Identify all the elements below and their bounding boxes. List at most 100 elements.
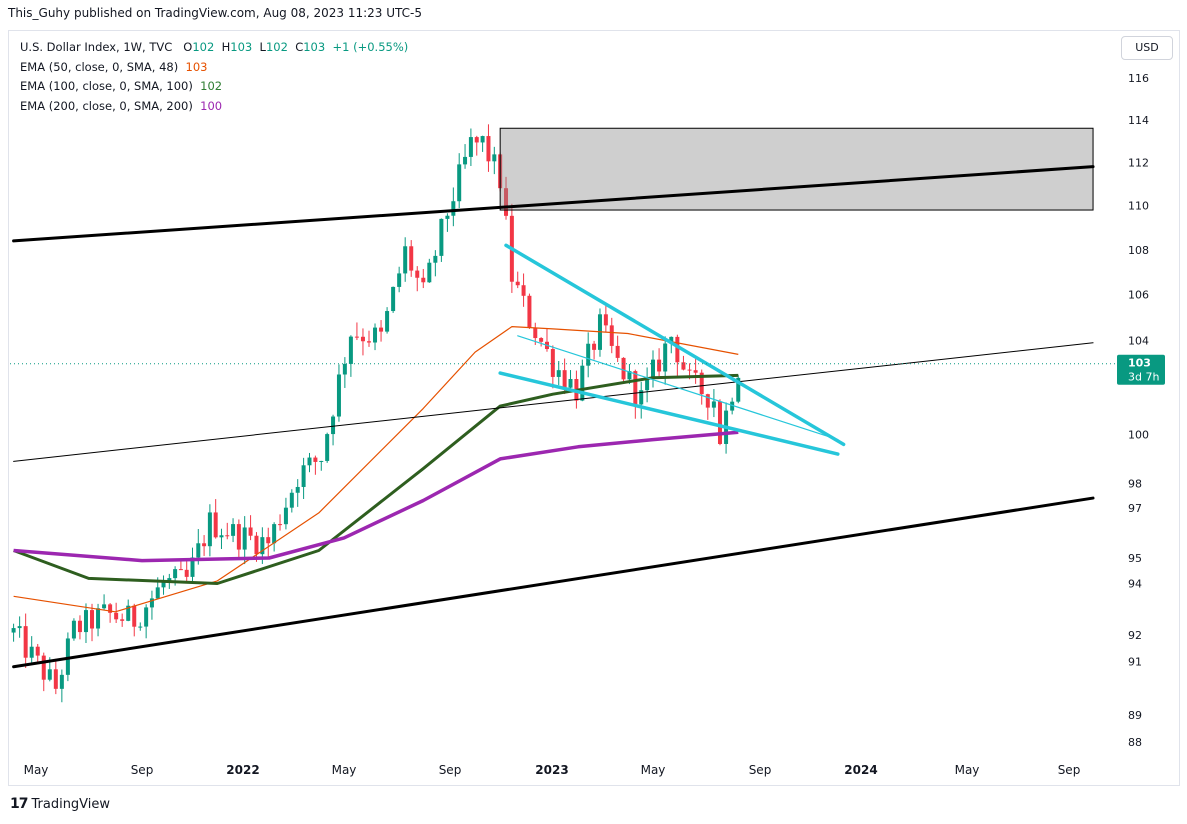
candle-body <box>126 605 131 621</box>
y-tick-label: 94 <box>1128 577 1142 590</box>
candle-body <box>675 336 680 363</box>
candle-body <box>457 164 462 202</box>
legend-ema200-row[interactable]: EMA (200, close, 0, SMA, 200) 100 <box>20 97 408 117</box>
candle-body <box>580 365 585 401</box>
candle-body <box>651 359 655 378</box>
x-tick-label: May <box>641 763 666 777</box>
candles-layer <box>11 124 741 703</box>
change-value: +1 (+0.55%) <box>332 40 409 54</box>
candle-body <box>114 612 119 620</box>
candle-body <box>59 674 64 689</box>
candle-body <box>562 370 567 388</box>
legend-ema50-row[interactable]: EMA (50, close, 0, SMA, 48) 103 <box>20 58 408 78</box>
candle-body <box>627 371 632 380</box>
currency-button[interactable]: USD <box>1121 36 1173 60</box>
candle-body <box>260 537 265 555</box>
ema50-value: 103 <box>185 59 208 74</box>
candle-body <box>155 587 160 599</box>
ohlc-c-label: C <box>295 40 304 54</box>
candle-body <box>403 246 408 274</box>
candle-body <box>609 325 614 346</box>
candle-body <box>331 416 336 435</box>
candle-body <box>190 557 195 577</box>
candle-body <box>515 281 520 286</box>
candle-body <box>539 338 544 342</box>
candle-body <box>693 370 698 373</box>
legend-symbol-row: U.S. Dollar Index, 1W, TVC O102 H103 L10… <box>20 38 408 58</box>
ohlc-h-value: 103 <box>230 40 253 54</box>
ema100-value: 102 <box>200 79 223 93</box>
candle-body <box>633 371 638 405</box>
candle-body <box>474 137 479 143</box>
candle-body <box>568 379 573 388</box>
candle-body <box>468 137 473 157</box>
candle-body <box>533 327 538 339</box>
candle-body <box>592 343 597 350</box>
candle-body <box>451 201 456 216</box>
y-tick-label: 97 <box>1128 502 1142 515</box>
resistance-zone-box <box>499 127 1094 211</box>
y-tick-label: 110 <box>1128 200 1149 213</box>
wedge-mid-line <box>517 335 839 441</box>
y-tick-label: 92 <box>1128 629 1142 642</box>
x-tick-label: 2023 <box>535 763 568 777</box>
candle-body <box>373 327 378 343</box>
candle-body <box>144 607 149 627</box>
ohlc-l-label: L <box>259 40 266 54</box>
candle-body <box>669 336 674 344</box>
candle-body <box>307 457 312 466</box>
ohlc-o-value: 102 <box>192 40 215 54</box>
candle-body <box>248 527 253 536</box>
candle-body <box>283 507 288 525</box>
ohlc-c-value: 103 <box>303 40 326 54</box>
candle-body <box>663 343 668 372</box>
candle-body <box>379 327 384 332</box>
candle-body <box>391 286 396 312</box>
candle-body <box>301 465 306 487</box>
candle-body <box>586 343 591 366</box>
footer-brand[interactable]: 17 TradingView <box>10 796 110 812</box>
candle-body <box>278 524 283 526</box>
y-tick-label: 98 <box>1128 477 1142 490</box>
legend-ema100-row[interactable]: EMA (100, close, 0, SMA, 100) 102 <box>20 77 408 97</box>
ema100-label: EMA (100, close, 0, SMA, 100) <box>20 79 193 93</box>
candle-body <box>687 369 692 371</box>
candle-body <box>433 255 438 263</box>
candle-body <box>480 136 485 143</box>
candle-body <box>385 311 390 332</box>
candle-body <box>705 394 710 408</box>
candle-body <box>41 655 46 680</box>
candle-body <box>161 581 166 588</box>
y-tick-label: 106 <box>1128 289 1149 302</box>
candle-body <box>77 620 82 633</box>
price-tag-countdown: 3d 7h <box>1128 371 1159 384</box>
candle-body <box>207 512 212 547</box>
ohlc-h-label: H <box>221 40 231 54</box>
candle-body <box>730 401 735 411</box>
candle-body <box>108 604 113 613</box>
candle-body <box>236 524 241 550</box>
candle-body <box>336 374 341 417</box>
publisher-note: This_Guhy published on TradingView.com, … <box>8 6 423 20</box>
y-tick-label: 104 <box>1128 334 1149 347</box>
axes-layer: 116 114 112 110 108 106 104 100 98 97 95 94 92 91 89 88… <box>24 72 1149 777</box>
candle-body <box>527 295 532 328</box>
ema50-line <box>13 326 739 613</box>
candle-body <box>439 218 444 256</box>
candle-body <box>65 638 70 675</box>
channel-lower-trendline <box>12 496 1095 669</box>
candle-body <box>295 486 300 493</box>
candle-body <box>681 362 686 370</box>
candle-body <box>173 569 178 579</box>
candle-body <box>289 492 294 508</box>
candle-body <box>621 357 626 380</box>
candle-body <box>120 619 125 621</box>
candle-body <box>178 569 183 571</box>
candle-body <box>486 136 491 162</box>
candle-body <box>711 401 716 408</box>
x-tick-label: 2022 <box>226 763 259 777</box>
candle-body <box>463 156 468 165</box>
candle-body <box>603 314 608 326</box>
